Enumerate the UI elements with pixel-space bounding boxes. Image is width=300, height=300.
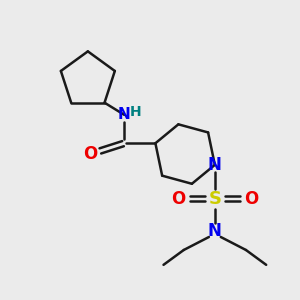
Text: S: S	[208, 190, 221, 208]
Text: N: N	[118, 107, 131, 122]
Text: O: O	[171, 190, 185, 208]
Text: N: N	[208, 222, 222, 240]
Text: H: H	[130, 105, 142, 119]
Text: O: O	[244, 190, 259, 208]
Text: N: N	[208, 156, 222, 174]
Text: O: O	[83, 145, 98, 163]
